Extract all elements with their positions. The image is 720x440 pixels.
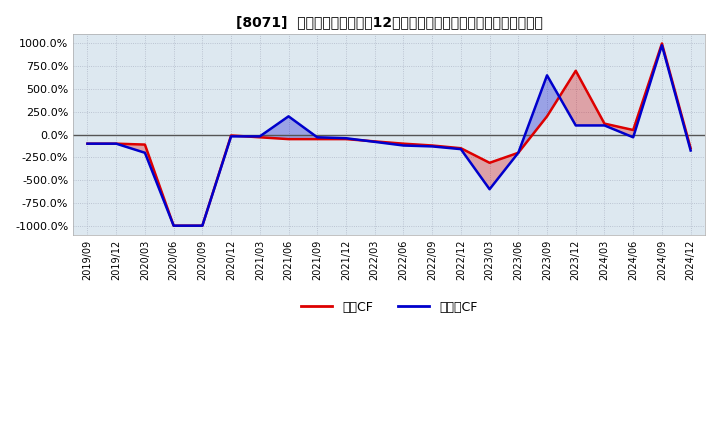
フリーCF bbox=[256, 134, 264, 139]
Title: [8071]  キャッシュフローの12か月移動合計の対前年同期増減率の推移: [8071] キャッシュフローの12か月移動合計の対前年同期増減率の推移 bbox=[235, 15, 542, 29]
営業CF bbox=[514, 150, 523, 155]
フリーCF bbox=[370, 139, 379, 144]
フリーCF bbox=[112, 141, 120, 147]
営業CF bbox=[227, 133, 235, 138]
営業CF bbox=[169, 223, 178, 228]
Legend: 営業CF, フリーCF: 営業CF, フリーCF bbox=[296, 296, 482, 319]
フリーCF bbox=[227, 134, 235, 139]
フリーCF bbox=[169, 223, 178, 228]
営業CF bbox=[342, 136, 351, 142]
フリーCF bbox=[485, 187, 494, 192]
フリーCF bbox=[140, 150, 149, 155]
フリーCF bbox=[399, 143, 408, 148]
営業CF bbox=[313, 136, 322, 142]
営業CF bbox=[543, 114, 552, 119]
フリーCF bbox=[543, 73, 552, 78]
営業CF bbox=[112, 141, 120, 147]
営業CF bbox=[629, 127, 637, 132]
フリーCF bbox=[83, 141, 91, 147]
フリーCF bbox=[629, 135, 637, 140]
フリーCF bbox=[686, 148, 695, 153]
フリーCF bbox=[657, 43, 666, 48]
フリーCF bbox=[514, 150, 523, 155]
営業CF bbox=[83, 141, 91, 147]
営業CF bbox=[657, 41, 666, 46]
フリーCF bbox=[572, 123, 580, 128]
営業CF bbox=[428, 143, 436, 148]
Line: フリーCF: フリーCF bbox=[87, 45, 690, 226]
フリーCF bbox=[342, 136, 351, 141]
営業CF bbox=[198, 223, 207, 228]
営業CF bbox=[600, 121, 609, 126]
フリーCF bbox=[313, 135, 322, 140]
営業CF bbox=[370, 139, 379, 144]
営業CF bbox=[140, 142, 149, 147]
フリーCF bbox=[600, 123, 609, 128]
Line: 営業CF: 営業CF bbox=[87, 44, 690, 226]
営業CF bbox=[284, 136, 293, 142]
フリーCF bbox=[198, 223, 207, 228]
フリーCF bbox=[284, 114, 293, 119]
営業CF bbox=[572, 68, 580, 73]
フリーCF bbox=[456, 147, 465, 152]
営業CF bbox=[456, 146, 465, 151]
営業CF bbox=[485, 160, 494, 165]
営業CF bbox=[686, 146, 695, 151]
営業CF bbox=[399, 141, 408, 147]
営業CF bbox=[256, 135, 264, 140]
フリーCF bbox=[428, 144, 436, 149]
